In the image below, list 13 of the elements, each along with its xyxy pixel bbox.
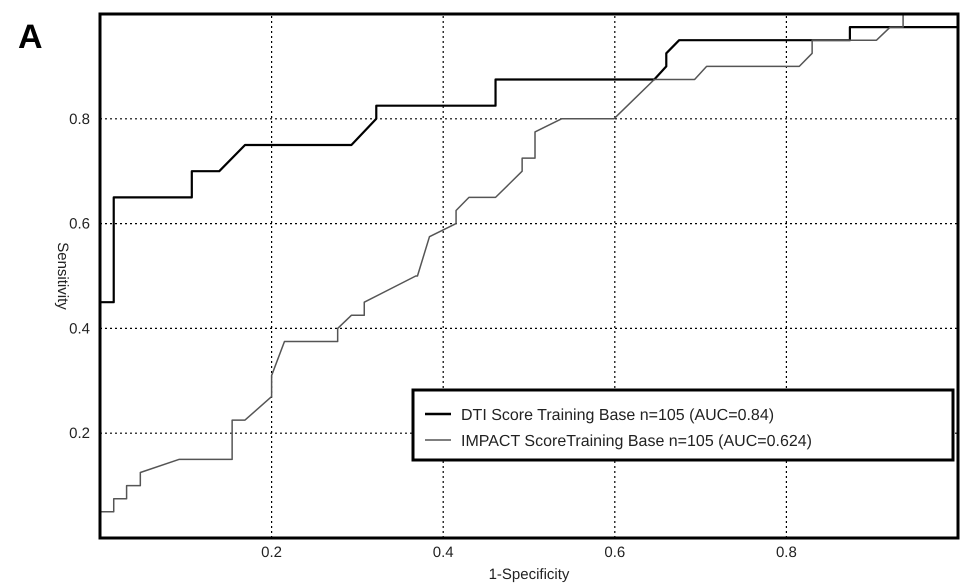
chart-title: A: [18, 18, 43, 56]
x-tick-label: 0.8: [776, 544, 797, 561]
legend-label: IMPACT ScoreTraining Base n=105 (AUC=0.624): [461, 433, 812, 450]
y-axis-title: Sensitivity: [54, 242, 71, 310]
x-tick-label: 0.4: [432, 544, 454, 561]
y-tick-label: 0.4: [69, 320, 90, 338]
y-tick-label: 0.6: [69, 216, 90, 233]
x-tick-label: 0.2: [261, 544, 282, 561]
legend-label: DTI Score Training Base n=105 (AUC=0.84): [461, 407, 774, 424]
y-tick-label: 0.2: [69, 425, 90, 442]
x-axis-title: 1-Specificity: [488, 566, 570, 583]
y-tick-label: 0.8: [69, 110, 90, 128]
x-tick-label: 0.6: [604, 544, 626, 561]
